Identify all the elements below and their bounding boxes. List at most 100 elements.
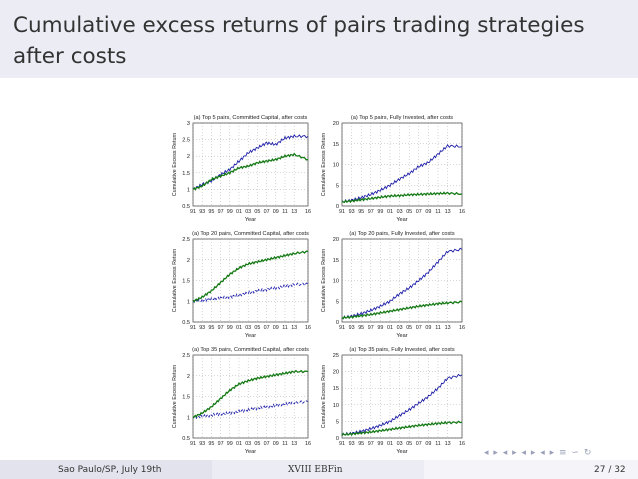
x-tick-label: 97 xyxy=(218,325,224,331)
x-tick-label: 13 xyxy=(291,325,297,331)
y-axis-label: Cumulative Excess Return xyxy=(172,365,178,429)
y-tick-label: 1 xyxy=(187,299,190,305)
x-tick-label: 93 xyxy=(199,325,205,331)
x-tick-label: 91 xyxy=(190,325,196,331)
x-tick-label: 05 xyxy=(406,325,412,331)
x-axis-label: Year xyxy=(245,217,256,223)
x-tick-label: 16 xyxy=(305,441,311,447)
x-tick-label: 01 xyxy=(387,325,393,331)
y-tick-label: 0.5 xyxy=(182,204,190,210)
x-tick-label: 13 xyxy=(445,209,451,215)
series-line-2 xyxy=(192,369,309,419)
y-tick-label: 1.5 xyxy=(182,395,190,401)
x-tick-label: 07 xyxy=(416,209,422,215)
x-tick-label: 93 xyxy=(349,209,355,215)
x-tick-label: 01 xyxy=(387,441,393,447)
y-tick-label: 0 xyxy=(336,436,339,442)
x-tick-label: 16 xyxy=(459,209,465,215)
footer-page-number: 27 / 32 xyxy=(594,465,626,475)
y-tick-label: 1 xyxy=(187,187,190,193)
x-tick-label: 07 xyxy=(264,325,270,331)
x-tick-label: 05 xyxy=(406,209,412,215)
x-tick-label: 03 xyxy=(397,325,403,331)
beamer-navigation-icons[interactable]: ◂ ▸ ◂ ▸ ◂ ▸ ◂ ▸ ≡ ∽ ↻ xyxy=(484,448,593,458)
x-tick-label: 13 xyxy=(291,209,297,215)
y-tick-label: 2 xyxy=(187,258,190,264)
y-tick-label: 2 xyxy=(187,374,190,380)
x-tick-label: 03 xyxy=(245,209,251,215)
plot-frame xyxy=(341,354,463,439)
x-tick-label: 13 xyxy=(291,441,297,447)
x-axis-label: Year xyxy=(245,333,256,339)
x-tick-label: 16 xyxy=(305,325,311,331)
series-line-1 xyxy=(341,373,463,437)
y-axis-label: Cumulative Excess Return xyxy=(321,133,327,197)
y-tick-label: 15 xyxy=(333,258,339,264)
x-tick-label: 05 xyxy=(406,441,412,447)
x-tick-label: 09 xyxy=(273,441,279,447)
series-line-1 xyxy=(341,143,463,203)
x-tick-label: 11 xyxy=(282,325,288,331)
series-line-1 xyxy=(341,247,463,320)
y-tick-label: 2.5 xyxy=(182,237,190,243)
x-tick-label: 13 xyxy=(445,325,451,331)
chart-title: (a) Top 35 pairs, Fully Invested, after … xyxy=(349,347,454,353)
x-tick-label: 03 xyxy=(245,441,251,447)
y-tick-label: 15 xyxy=(333,386,339,392)
x-tick-label: 91 xyxy=(339,325,345,331)
x-axis-label: Year xyxy=(245,449,256,455)
x-tick-label: 95 xyxy=(358,441,364,447)
x-tick-label: 99 xyxy=(377,325,383,331)
x-tick-label: 93 xyxy=(349,325,355,331)
y-tick-label: 2.5 xyxy=(182,353,190,359)
x-tick-label: 01 xyxy=(387,209,393,215)
y-tick-label: 0 xyxy=(336,204,339,210)
footer-conference: XVIII EBFin xyxy=(288,465,343,475)
chart-title: (a) Top 20 pairs, Committed Capital, aft… xyxy=(192,231,309,237)
chart-title: (a) Top 5 pairs, Committed Capital, afte… xyxy=(194,115,308,121)
x-tick-label: 05 xyxy=(254,325,260,331)
x-tick-label: 05 xyxy=(254,209,260,215)
x-tick-label: 97 xyxy=(218,441,224,447)
x-tick-label: 03 xyxy=(245,325,251,331)
y-tick-label: 5 xyxy=(336,419,339,425)
x-tick-label: 95 xyxy=(358,209,364,215)
footer: Sao Paulo/SP, July 19th XVIII EBFin 27 /… xyxy=(0,460,638,479)
x-tick-label: 01 xyxy=(236,441,242,447)
x-tick-label: 07 xyxy=(416,441,422,447)
x-tick-label: 93 xyxy=(349,441,355,447)
x-tick-label: 11 xyxy=(282,209,288,215)
series-line-2 xyxy=(341,420,463,437)
footer-left: Sao Paulo/SP, July 19th xyxy=(0,460,212,479)
series-line-1 xyxy=(192,400,309,420)
x-tick-label: 95 xyxy=(208,325,214,331)
x-tick-label: 91 xyxy=(190,441,196,447)
footer-right: 27 / 32 xyxy=(424,460,638,479)
chart-title: (a) Top 5 pairs, Fully Invested, after c… xyxy=(351,115,453,121)
x-tick-label: 11 xyxy=(435,325,441,331)
x-tick-label: 93 xyxy=(199,209,205,215)
x-tick-label: 97 xyxy=(218,209,224,215)
x-axis-label: Year xyxy=(396,449,407,455)
x-tick-label: 97 xyxy=(368,325,374,331)
y-tick-label: 0.5 xyxy=(182,436,190,442)
series-line-2 xyxy=(341,191,463,204)
y-tick-label: 3 xyxy=(187,121,190,127)
y-tick-label: 20 xyxy=(333,121,339,127)
x-tick-label: 09 xyxy=(273,325,279,331)
y-tick-label: 2.5 xyxy=(182,138,190,144)
x-tick-label: 11 xyxy=(435,441,441,447)
x-tick-label: 11 xyxy=(435,209,441,215)
x-tick-label: 01 xyxy=(236,209,242,215)
series-line-2 xyxy=(192,250,309,303)
y-tick-label: 10 xyxy=(333,403,339,409)
x-tick-label: 01 xyxy=(236,325,242,331)
y-tick-label: 10 xyxy=(333,279,339,285)
x-tick-label: 91 xyxy=(339,441,345,447)
x-tick-label: 09 xyxy=(425,441,431,447)
x-tick-label: 13 xyxy=(445,441,451,447)
x-tick-label: 03 xyxy=(397,209,403,215)
y-axis-label: Cumulative Excess Return xyxy=(321,365,327,429)
y-tick-label: 25 xyxy=(333,353,339,359)
